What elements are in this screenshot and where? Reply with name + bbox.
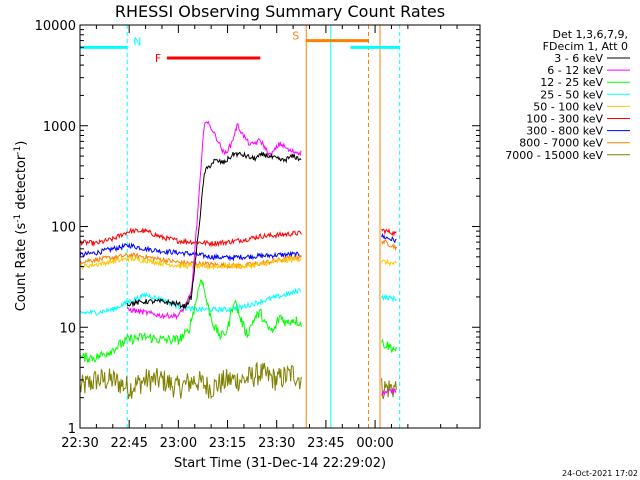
y-tick-label-0: 1 xyxy=(68,422,76,437)
legend-entry-3: 25 - 50 keV xyxy=(540,88,603,101)
x-tick-label-0: 22:30 xyxy=(61,436,98,451)
plot-frame xyxy=(79,24,481,429)
series-line-4-segment2 xyxy=(381,258,397,267)
y-axis-label: Count Rate (s-1 detector-1) xyxy=(13,141,29,312)
x-tick-label-6: 00:00 xyxy=(356,436,393,451)
series-line-5 xyxy=(79,227,302,248)
axes-group: 22:30 22:45 23:00 23:15 23:30 23:45 00:00 1 10 10… xyxy=(35,19,480,451)
series-line-7 xyxy=(79,252,302,270)
legend-entry-2: 12 - 25 keV xyxy=(540,76,603,89)
y-tick-label-1: 10 xyxy=(59,321,76,336)
series-line-7-segment2 xyxy=(381,239,397,252)
legend-entry-5: 100 - 300 keV xyxy=(526,113,603,126)
x-tick-label-2: 23:00 xyxy=(160,436,197,451)
series-line-6 xyxy=(79,242,302,262)
legend-entry-8: 7000 - 15000 keV xyxy=(505,149,603,162)
series-line-0 xyxy=(126,150,302,309)
annotation-label-F: F xyxy=(155,52,161,65)
legend: Det 1,3,6,7,9,FDecim 1, Att 03 - 6 keV6 … xyxy=(505,28,630,162)
x-tick-label-1: 22:45 xyxy=(110,436,147,451)
series-line-5-segment2 xyxy=(381,227,397,237)
annotation-label-N: N xyxy=(133,35,141,48)
x-tick-label-3: 23:15 xyxy=(209,436,246,451)
legend-entry-4: 50 - 100 keV xyxy=(533,100,603,113)
legend-entry-7: 800 - 7000 keV xyxy=(519,137,603,150)
legend-entry-0: 3 - 6 keV xyxy=(554,52,603,65)
legend-header-1: FDecim 1, Att 0 xyxy=(543,40,628,53)
legend-header-0: Det 1,3,6,7,9, xyxy=(552,28,628,41)
series-line-2 xyxy=(79,279,302,363)
x-tick-label-4: 23:30 xyxy=(258,436,295,451)
series-line-2-segment2 xyxy=(381,338,397,353)
y-tick-label-2: 100 xyxy=(51,221,76,236)
annotation-group: N F S xyxy=(80,30,400,65)
series-line-4 xyxy=(79,255,302,271)
series-line-1-segment2 xyxy=(381,388,397,397)
timestamp-label: 24-Oct-2021 17:02 xyxy=(562,469,638,478)
x-axis-label: Start Time (31-Dec-14 22:29:02) xyxy=(174,456,386,471)
series-group xyxy=(79,120,397,400)
plot-area xyxy=(79,25,401,428)
series-line-3 xyxy=(80,287,302,316)
series-line-1 xyxy=(126,120,302,321)
x-tick-label-5: 23:45 xyxy=(307,436,344,451)
legend-entry-1: 6 - 12 keV xyxy=(547,64,603,77)
series-line-8 xyxy=(79,361,302,400)
chart-title: RHESSI Observing Summary Count Rates xyxy=(115,2,445,21)
series-line-6-segment2 xyxy=(381,232,397,244)
y-tick-label-4: 10000 xyxy=(35,19,76,34)
legend-entry-6: 300 - 800 keV xyxy=(526,125,603,138)
annotation-label-S: S xyxy=(292,30,299,43)
series-line-3-segment2 xyxy=(381,293,397,303)
y-tick-label-3: 1000 xyxy=(43,120,76,135)
